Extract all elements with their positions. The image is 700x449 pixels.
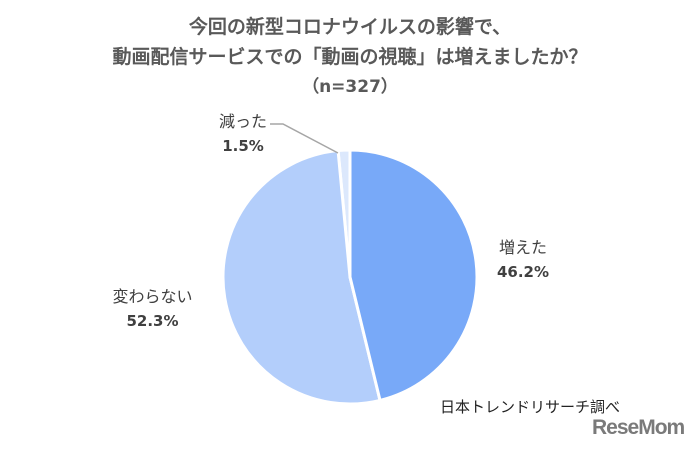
- leader-line-decreased: [270, 123, 339, 154]
- source-note: 日本トレンドリサーチ調べ: [440, 398, 621, 416]
- label-unchanged-name: 変わらない: [112, 287, 193, 306]
- label-decreased-name: 減った: [218, 112, 267, 131]
- chart-sample-size: （n=327）: [302, 77, 398, 97]
- label-unchanged-value: 52.3%: [126, 312, 179, 330]
- pie-slice-increased: [348, 148, 479, 403]
- label-increased-value: 46.2%: [496, 263, 550, 281]
- label-decreased-value: 1.5%: [222, 137, 264, 155]
- label-increased: 増えた 46.2%: [488, 236, 558, 284]
- pie-slice-unchanged: [221, 148, 382, 406]
- label-unchanged: 変わらない 52.3%: [100, 285, 205, 333]
- chart-title-line-1: 今回の新型コロナウイルスの影響で、: [188, 16, 512, 38]
- resemom-logo: ReseMom: [592, 416, 685, 439]
- label-decreased: 減った 1.5%: [213, 110, 273, 158]
- label-increased-name: 増えた: [498, 238, 547, 257]
- chart-title-line-2: 動画配信サービスでの「動画の視聴」は増えましたか？: [112, 46, 588, 68]
